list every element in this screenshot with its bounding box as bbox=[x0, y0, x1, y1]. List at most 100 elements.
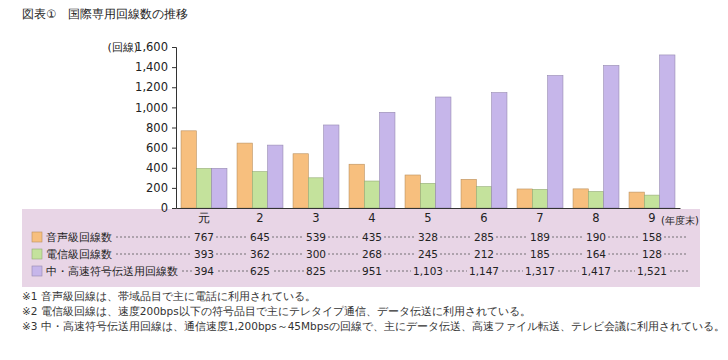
data-label: 393 bbox=[194, 248, 214, 260]
bar bbox=[629, 192, 644, 208]
y-tick: 200 bbox=[146, 181, 176, 195]
data-label: 285 bbox=[474, 231, 494, 243]
bar bbox=[308, 178, 323, 208]
data-label-group: 393 bbox=[192, 248, 216, 260]
bar-series bbox=[181, 131, 644, 208]
data-label: 951 bbox=[362, 265, 382, 277]
data-label-group: 245 bbox=[416, 248, 440, 260]
data-label-group: 1,147 bbox=[467, 265, 501, 277]
x-tick: 4 bbox=[368, 208, 375, 225]
y-tick-label: 1,000 bbox=[135, 101, 168, 115]
data-label-group: 164 bbox=[584, 248, 608, 260]
data-label-group: 328 bbox=[416, 231, 440, 243]
data-label-bg bbox=[523, 265, 557, 277]
data-label-bg bbox=[584, 248, 608, 260]
data-label: 189 bbox=[530, 231, 550, 243]
x-axis-line bbox=[177, 208, 681, 209]
legend-label: 音声級回線数 bbox=[46, 231, 112, 243]
data-label-bg bbox=[416, 231, 440, 243]
data-label-bg bbox=[472, 248, 496, 260]
bar bbox=[420, 183, 435, 208]
legend-label: 中・高速符号伝送用回線数 bbox=[46, 265, 178, 277]
data-label-group: 128 bbox=[640, 248, 664, 260]
data-label: 268 bbox=[362, 248, 382, 260]
x-axis: 元23456789 bbox=[177, 208, 681, 225]
data-label-group: 825 bbox=[304, 265, 328, 277]
y-tick-mark bbox=[172, 107, 176, 108]
data-label-bg bbox=[467, 265, 501, 277]
footnote: ※3 中・高速符号伝送用回線は、通信速度1,200bps～45Mbpsの回線で、… bbox=[22, 320, 725, 332]
data-label-group: 212 bbox=[472, 248, 496, 260]
data-label: 190 bbox=[586, 231, 606, 243]
y-tick: 600 bbox=[146, 141, 176, 155]
data-table: 音声級回線数767645539435328285189190158電信級回線数3… bbox=[32, 231, 688, 277]
data-label-bg bbox=[472, 231, 496, 243]
data-label-group: 1,417 bbox=[579, 265, 613, 277]
y-tick-label: 1,400 bbox=[135, 60, 168, 74]
table-row: 音声級回線数767645539435328285189190158 bbox=[32, 231, 688, 243]
bar bbox=[517, 189, 532, 208]
bar bbox=[196, 168, 211, 208]
data-label-bg bbox=[360, 248, 384, 260]
bar bbox=[588, 191, 603, 208]
x-tick-label: 9 bbox=[648, 211, 655, 225]
bar bbox=[461, 179, 476, 208]
bar bbox=[237, 143, 252, 208]
y-tick-mark bbox=[172, 87, 176, 88]
table-row: 電信級回線数393362300268245212185164128 bbox=[32, 248, 688, 260]
x-tick-label: 2 bbox=[256, 211, 263, 225]
legend-swatch bbox=[32, 232, 42, 242]
data-label-group: 190 bbox=[584, 231, 608, 243]
chart: 図表① 国際専用回線数の推移02004006008001,0001,2001,4… bbox=[0, 0, 728, 360]
y-tick-mark bbox=[172, 168, 176, 169]
x-tick-label: 3 bbox=[312, 211, 319, 225]
data-label-group: 394 bbox=[192, 265, 216, 277]
data-label: 185 bbox=[530, 248, 550, 260]
data-label-bg bbox=[192, 265, 216, 277]
y-tick-label: 0 bbox=[161, 201, 168, 215]
data-label-bg bbox=[360, 231, 384, 243]
bar bbox=[324, 125, 339, 208]
data-label-bg bbox=[192, 248, 216, 260]
y-tick-mark bbox=[172, 67, 176, 68]
data-label: 825 bbox=[306, 265, 326, 277]
y-tick-label: 200 bbox=[146, 181, 168, 195]
data-label-bg bbox=[248, 231, 272, 243]
y-tick: 1,000 bbox=[135, 101, 176, 115]
bar bbox=[405, 175, 420, 208]
bar bbox=[252, 172, 267, 208]
data-label-group: 1,521 bbox=[635, 265, 669, 277]
data-label: 328 bbox=[418, 231, 438, 243]
x-tick: 5 bbox=[424, 208, 431, 225]
data-label-bg bbox=[640, 248, 664, 260]
x-tick-label: 元 bbox=[198, 211, 210, 225]
bar bbox=[364, 181, 379, 208]
data-label-bg bbox=[248, 265, 272, 277]
data-label-group: 285 bbox=[472, 231, 496, 243]
y-axis-title: (回線) bbox=[107, 41, 138, 54]
data-label-group: 1,317 bbox=[523, 265, 557, 277]
x-tick: 3 bbox=[312, 208, 319, 225]
data-label: 625 bbox=[250, 265, 270, 277]
x-tick: 9 bbox=[648, 208, 655, 225]
bar bbox=[181, 131, 196, 208]
bar bbox=[268, 145, 283, 208]
data-label: 539 bbox=[306, 231, 326, 243]
data-label-bg bbox=[528, 248, 552, 260]
y-tick: 1,400 bbox=[135, 60, 176, 74]
data-label: 164 bbox=[586, 248, 606, 260]
y-tick-mark bbox=[172, 188, 176, 189]
x-tick-label: 4 bbox=[368, 211, 375, 225]
data-label: 1,521 bbox=[637, 265, 667, 277]
data-label: 158 bbox=[642, 231, 662, 243]
bar bbox=[349, 164, 364, 208]
data-label-bg bbox=[192, 231, 216, 243]
data-label: 1,417 bbox=[581, 265, 611, 277]
data-label: 435 bbox=[362, 231, 382, 243]
x-tick-label: 8 bbox=[592, 211, 599, 225]
x-tick-label: 7 bbox=[536, 211, 543, 225]
data-label: 212 bbox=[474, 248, 494, 260]
data-label: 300 bbox=[306, 248, 326, 260]
bar bbox=[644, 195, 659, 208]
data-label-group: 539 bbox=[304, 231, 328, 243]
